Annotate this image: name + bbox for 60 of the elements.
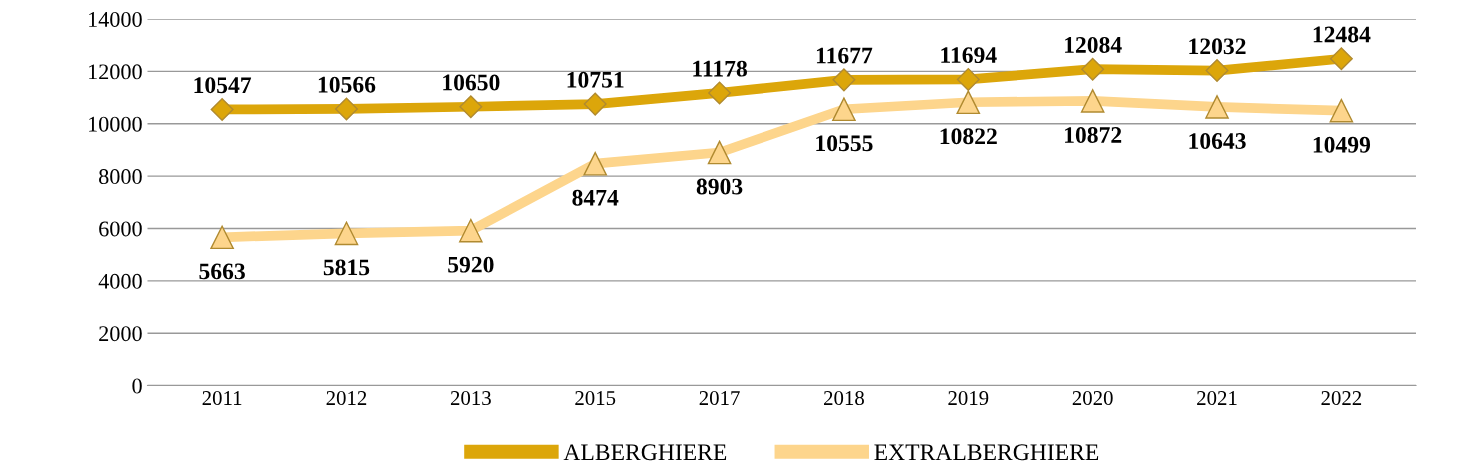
data-label: 10872: [1065, 127, 1122, 143]
point: [1329, 98, 1354, 123]
data-label: 10547: [194, 77, 252, 94]
data-label: 10499: [1313, 136, 1371, 153]
data-label: 11694: [941, 47, 997, 64]
y-tick-label: 2000: [99, 326, 142, 342]
data-label: 12084: [1065, 36, 1122, 53]
point: [956, 90, 981, 115]
point: [583, 92, 607, 116]
data-label: 5815: [323, 259, 370, 276]
point: [334, 97, 358, 121]
point: [210, 225, 234, 250]
point: [459, 95, 483, 119]
legend-label: EXTRALBERGHIERE: [874, 444, 1099, 461]
y-tick-label: 14000: [89, 11, 142, 27]
data-label: 12032: [1189, 38, 1246, 55]
x-tick-label: 2021: [1197, 391, 1237, 406]
data-label: 8474: [572, 189, 619, 206]
data-label: 10751: [567, 71, 624, 88]
data-label: 10650: [443, 74, 500, 91]
data-label: 12484: [1313, 26, 1371, 43]
data-label: 8903: [696, 178, 743, 195]
data-label: 11178: [693, 60, 747, 77]
point: [708, 81, 732, 105]
point: [1081, 57, 1105, 81]
point: [956, 67, 980, 91]
point: [1329, 47, 1353, 71]
point: [459, 218, 483, 243]
x-tick-label: 2013: [450, 391, 491, 406]
x-tick-label: 2011: [202, 391, 242, 406]
y-tick-label: 4000: [98, 273, 142, 289]
data-label: 10643: [1189, 133, 1246, 149]
x-tick-label: 2012: [326, 391, 367, 406]
point: [832, 97, 856, 122]
x-tick-label: 2017: [699, 391, 740, 406]
legend-label: ALBERGHIERE: [563, 444, 727, 461]
point: [1205, 95, 1229, 119]
y-tick-label: 10000: [89, 116, 142, 132]
point: [832, 68, 856, 92]
y-tick-label: 12000: [89, 64, 142, 80]
x-tick-label: 2015: [575, 391, 616, 406]
x-tick-label: 2018: [824, 391, 864, 406]
point: [707, 140, 732, 165]
data-label: 11677: [816, 47, 873, 64]
y-tick-label: 6000: [99, 221, 142, 237]
point: [1205, 59, 1229, 83]
data-label: 5920: [448, 256, 494, 273]
x-tick-label: 2020: [1072, 391, 1113, 406]
data-label: 10822: [940, 128, 997, 145]
point: [210, 97, 234, 121]
data-label: 10566: [318, 76, 376, 93]
x-tick-label: 2019: [948, 391, 989, 406]
y-tick-label: 0: [132, 378, 142, 394]
point: [583, 151, 608, 176]
data-label: 10555: [816, 135, 873, 152]
x-tick-label: 2022: [1321, 391, 1362, 406]
point: [334, 221, 359, 246]
point: [1080, 89, 1105, 113]
y-tick-label: 8000: [99, 169, 142, 185]
data-label: 5663: [199, 263, 245, 280]
